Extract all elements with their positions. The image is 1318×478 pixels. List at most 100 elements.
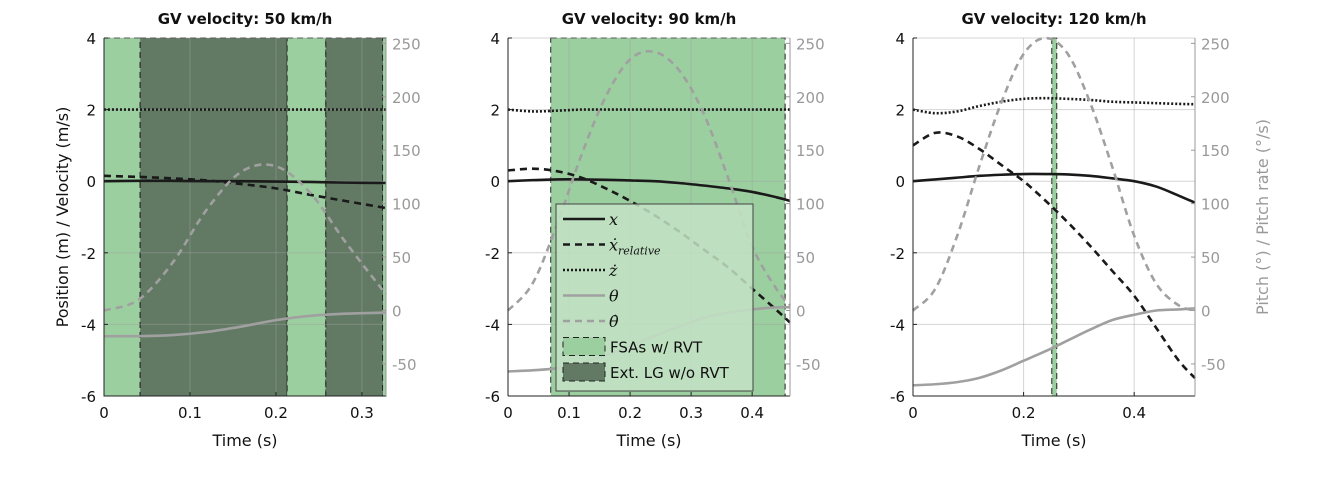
y-right-tick-label: 200 bbox=[1201, 89, 1230, 107]
y-right-tick-label: -50 bbox=[392, 356, 417, 374]
y-tick-label: -6 bbox=[485, 388, 500, 406]
y-right-tick-label: 0 bbox=[1201, 303, 1211, 321]
x-tick-label: 0.2 bbox=[264, 404, 288, 422]
legend-item: Ext. LG w/o RVT bbox=[562, 362, 730, 382]
y-right-tick-label: 200 bbox=[392, 89, 421, 107]
x-tick-label: 0 bbox=[503, 404, 513, 422]
subplot-1: 4 2 0 -2 -4 -6 250 200 150 100 50 0 -50 0 0.1 0.2 0.3 GV … bbox=[53, 10, 421, 450]
y-right-tick-label: 100 bbox=[392, 196, 421, 214]
series-line-x bbox=[103, 179, 387, 185]
legend-item: ż bbox=[563, 261, 618, 280]
y-tick-label: 4 bbox=[86, 30, 96, 48]
y-tick-label: 2 bbox=[86, 102, 96, 120]
x-tick-label: 0.2 bbox=[618, 404, 642, 422]
legend-item: x bbox=[563, 210, 618, 229]
series-line-x-dot-relative bbox=[912, 131, 1196, 379]
y-axis-label: Position (m) / Velocity (m/s) bbox=[53, 107, 72, 328]
x-axis-label: Time (s) bbox=[211, 431, 277, 450]
x-tick-label: 0 bbox=[908, 404, 918, 422]
x-tick-label: 0.2 bbox=[1012, 404, 1036, 422]
y-tick-label: -4 bbox=[81, 316, 96, 334]
ext-lg-region bbox=[325, 37, 384, 397]
series-line-x bbox=[912, 172, 1196, 204]
y-tick-label: 4 bbox=[895, 30, 905, 48]
y-right-tick-label: 250 bbox=[1201, 35, 1230, 53]
legend-label: ż bbox=[608, 261, 618, 280]
x-tick-label: 0.4 bbox=[740, 404, 764, 422]
y-tick-label: 0 bbox=[86, 173, 96, 191]
y-tick-label: -2 bbox=[485, 245, 500, 263]
y-tick-label: 0 bbox=[490, 173, 500, 191]
legend-label: Ext. LG w/o RVT bbox=[610, 364, 730, 382]
y-right-tick-label: 250 bbox=[796, 35, 825, 53]
y-right-axis-label: Pitch (°) / Pitch rate (°/s) bbox=[1253, 119, 1272, 315]
subplot-3: 4 2 0 -2 -4 -6 250 200 150 100 50 0 -50 0 0.2 0.4 GV vel… bbox=[890, 10, 1272, 450]
series-line-z-dot bbox=[912, 96, 1196, 115]
legend-symbol: ẋ bbox=[609, 236, 618, 255]
series-line-theta-dot bbox=[912, 36, 1196, 312]
y-right-tick-label: 200 bbox=[796, 89, 825, 107]
y-tick-label: -6 bbox=[81, 388, 96, 406]
y-right-tick-label: -50 bbox=[796, 356, 821, 374]
subplot-title: GV velocity: 90 km/h bbox=[562, 10, 737, 28]
y-tick-label: 4 bbox=[490, 30, 500, 48]
legend-swatch bbox=[562, 337, 606, 356]
series-line-theta-dot bbox=[103, 163, 388, 312]
y-right-tick-label: 150 bbox=[1201, 142, 1230, 160]
y-tick-label: -2 bbox=[890, 245, 905, 263]
y-right-tick-label: 150 bbox=[796, 142, 825, 160]
legend-item: ẋrelative bbox=[563, 236, 661, 258]
y-right-tick-label: 100 bbox=[1201, 196, 1230, 214]
y-right-tick-label: 100 bbox=[796, 196, 825, 214]
legend-symbol: θ̇ bbox=[609, 312, 619, 331]
series-line-z-dot bbox=[507, 108, 790, 113]
legend-label: ẋrelative bbox=[609, 236, 661, 258]
y-right-tick-label: 50 bbox=[796, 249, 815, 267]
x-tick-label: 0.1 bbox=[178, 404, 202, 422]
ext-lg-region bbox=[139, 37, 288, 397]
y-tick-label: 2 bbox=[490, 102, 500, 120]
fsa-region bbox=[1051, 37, 1058, 397]
legend-box bbox=[555, 203, 754, 392]
y-right-tick-label: 0 bbox=[796, 303, 806, 321]
y-right-tick-label: 150 bbox=[392, 142, 421, 160]
fsa-region bbox=[286, 37, 327, 397]
series-line-x-dot-relative bbox=[103, 174, 387, 210]
y-right-tick-label: 50 bbox=[1201, 249, 1220, 267]
legend-swatch bbox=[562, 362, 606, 382]
legend-subscript: relative bbox=[618, 245, 661, 258]
series-line-theta bbox=[912, 307, 1196, 387]
x-tick-label: 0 bbox=[99, 404, 109, 422]
x-tick-label: 0.3 bbox=[679, 404, 703, 422]
y-tick-label: -2 bbox=[81, 245, 96, 263]
x-tick-label: 0.3 bbox=[350, 404, 374, 422]
legend-label: θ̇ bbox=[609, 312, 619, 331]
y-tick-label: -4 bbox=[890, 316, 905, 334]
legend-symbol: x bbox=[609, 210, 618, 229]
legend-item: θ̇ bbox=[563, 312, 619, 331]
legend-symbol: θ bbox=[609, 287, 619, 306]
y-tick-label: -6 bbox=[890, 388, 905, 406]
x-tick-label: 0.1 bbox=[557, 404, 581, 422]
fsa-region bbox=[382, 37, 387, 397]
subplot-title: GV velocity: 120 km/h bbox=[961, 10, 1146, 28]
y-right-tick-label: 50 bbox=[392, 249, 411, 267]
legend-symbol: ż bbox=[608, 261, 618, 280]
subplot-title: GV velocity: 50 km/h bbox=[158, 10, 333, 28]
series-line-x bbox=[507, 178, 791, 203]
y-tick-label: 2 bbox=[895, 102, 905, 120]
series-line-theta bbox=[103, 311, 387, 338]
y-right-tick-label: 250 bbox=[392, 35, 421, 53]
legend-label: θ bbox=[609, 287, 619, 306]
x-tick-label: 0.4 bbox=[1122, 404, 1146, 422]
legend-item: θ bbox=[563, 287, 619, 306]
fsa-region bbox=[103, 37, 141, 397]
x-axis-label: Time (s) bbox=[615, 431, 681, 450]
y-right-tick-label: -50 bbox=[1201, 356, 1226, 374]
y-tick-label: -4 bbox=[485, 316, 500, 334]
x-axis-label: Time (s) bbox=[1020, 431, 1086, 450]
y-right-tick-label: 0 bbox=[392, 303, 402, 321]
